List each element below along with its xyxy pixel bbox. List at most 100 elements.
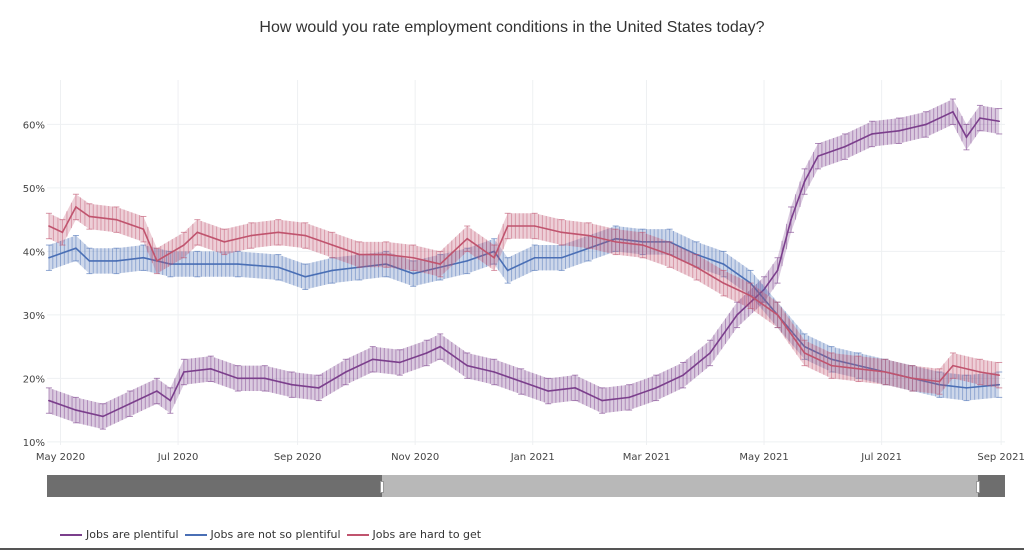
data-point — [169, 399, 172, 402]
data-point — [965, 387, 968, 389]
legend-label: Jobs are not so plentiful — [210, 528, 341, 541]
data-point — [547, 390, 549, 392]
data-point — [385, 263, 388, 265]
data-point — [439, 345, 442, 348]
data-point — [790, 218, 792, 221]
data-point — [439, 266, 442, 269]
data-point — [709, 352, 711, 354]
data-point — [466, 237, 469, 240]
data-point — [857, 364, 860, 367]
data-point — [237, 377, 239, 380]
data-point — [655, 387, 657, 389]
data-point — [291, 383, 293, 386]
data-point — [331, 269, 334, 272]
x-tick-label: Jul 2021 — [860, 452, 902, 463]
data-point — [682, 374, 684, 376]
data-point — [601, 399, 603, 402]
data-point — [493, 250, 495, 253]
legend-item-plentiful[interactable]: Jobs are plentiful — [60, 528, 179, 541]
data-point — [871, 133, 873, 135]
x-tick-label: Mar 2021 — [623, 452, 671, 463]
data-point — [898, 129, 900, 132]
legend-swatch — [60, 533, 82, 536]
chart-plot: 10% 20% 30% 40% 50% 60% May 2020 Jul 2020 Sep 20… — [23, 80, 1024, 463]
data-point — [88, 260, 91, 262]
legend: Jobs are plentiful Jobs are not so plent… — [60, 528, 481, 541]
data-point — [412, 256, 415, 259]
data-point — [952, 110, 954, 113]
data-point — [425, 352, 428, 354]
y-tick-label: 60% — [23, 120, 45, 131]
data-point — [884, 371, 887, 373]
data-point — [48, 399, 50, 402]
data-point — [998, 120, 1001, 123]
data-point — [196, 263, 199, 265]
data-point — [506, 225, 509, 227]
data-point — [925, 123, 927, 126]
data-point — [695, 266, 698, 269]
data-point — [358, 253, 361, 256]
data-point — [965, 136, 968, 138]
data-point — [183, 244, 185, 246]
data-point — [102, 415, 104, 418]
data-point — [75, 409, 77, 411]
range-slider-left-handle[interactable] — [380, 481, 385, 493]
x-tick-label: Jan 2021 — [510, 452, 555, 463]
x-tick-label: Nov 2020 — [391, 452, 439, 463]
error-band-2 — [48, 194, 1000, 395]
divider — [0, 548, 1024, 550]
data-point — [587, 234, 590, 237]
y-tick-label: 30% — [23, 311, 45, 322]
data-point — [938, 380, 941, 383]
legend-item-hard-to-get[interactable]: Jobs are hard to get — [346, 528, 481, 541]
data-point — [520, 380, 522, 383]
data-point — [344, 371, 347, 373]
data-point — [466, 364, 469, 367]
range-slider-right-mask — [978, 475, 1005, 497]
data-point — [304, 275, 307, 278]
data-point — [156, 260, 158, 262]
data-point — [75, 206, 77, 208]
data-point — [614, 237, 617, 240]
data-point — [776, 269, 779, 272]
data-point — [560, 231, 563, 234]
data-point — [142, 228, 145, 230]
range-slider-right-handle[interactable] — [976, 481, 980, 493]
data-point — [439, 263, 442, 265]
x-tick-label: Jul 2020 — [157, 452, 199, 463]
x-tick-label: May 2020 — [36, 452, 85, 463]
data-point — [803, 352, 806, 354]
data-point — [641, 244, 644, 246]
y-tick-label: 10% — [23, 438, 45, 449]
data-point — [412, 272, 415, 275]
data-point — [749, 295, 752, 297]
data-point — [277, 231, 280, 234]
data-point — [641, 241, 644, 243]
data-point — [979, 117, 981, 119]
data-point — [952, 364, 954, 367]
data-point — [466, 260, 469, 262]
y-tick-label: 50% — [23, 184, 45, 195]
data-point — [183, 371, 185, 373]
data-point — [817, 155, 819, 157]
data-point — [560, 256, 563, 259]
error-band-0 — [48, 99, 1000, 430]
y-tick-label: 40% — [23, 247, 45, 258]
data-point — [88, 215, 91, 218]
x-tick-label: Sep 2020 — [274, 452, 321, 463]
data-point — [668, 253, 671, 256]
data-point — [250, 234, 253, 237]
data-point — [61, 231, 64, 234]
data-point — [763, 288, 765, 291]
data-point — [830, 358, 833, 361]
data-point — [304, 234, 307, 237]
data-point — [803, 180, 806, 183]
data-point — [48, 225, 50, 227]
range-slider[interactable] — [47, 475, 1005, 497]
data-point — [385, 253, 388, 256]
data-point — [493, 256, 495, 259]
data-point — [115, 260, 118, 262]
data-point — [264, 377, 266, 380]
data-point — [129, 402, 131, 405]
legend-item-not-so-plentiful[interactable]: Jobs are not so plentiful — [184, 528, 341, 541]
